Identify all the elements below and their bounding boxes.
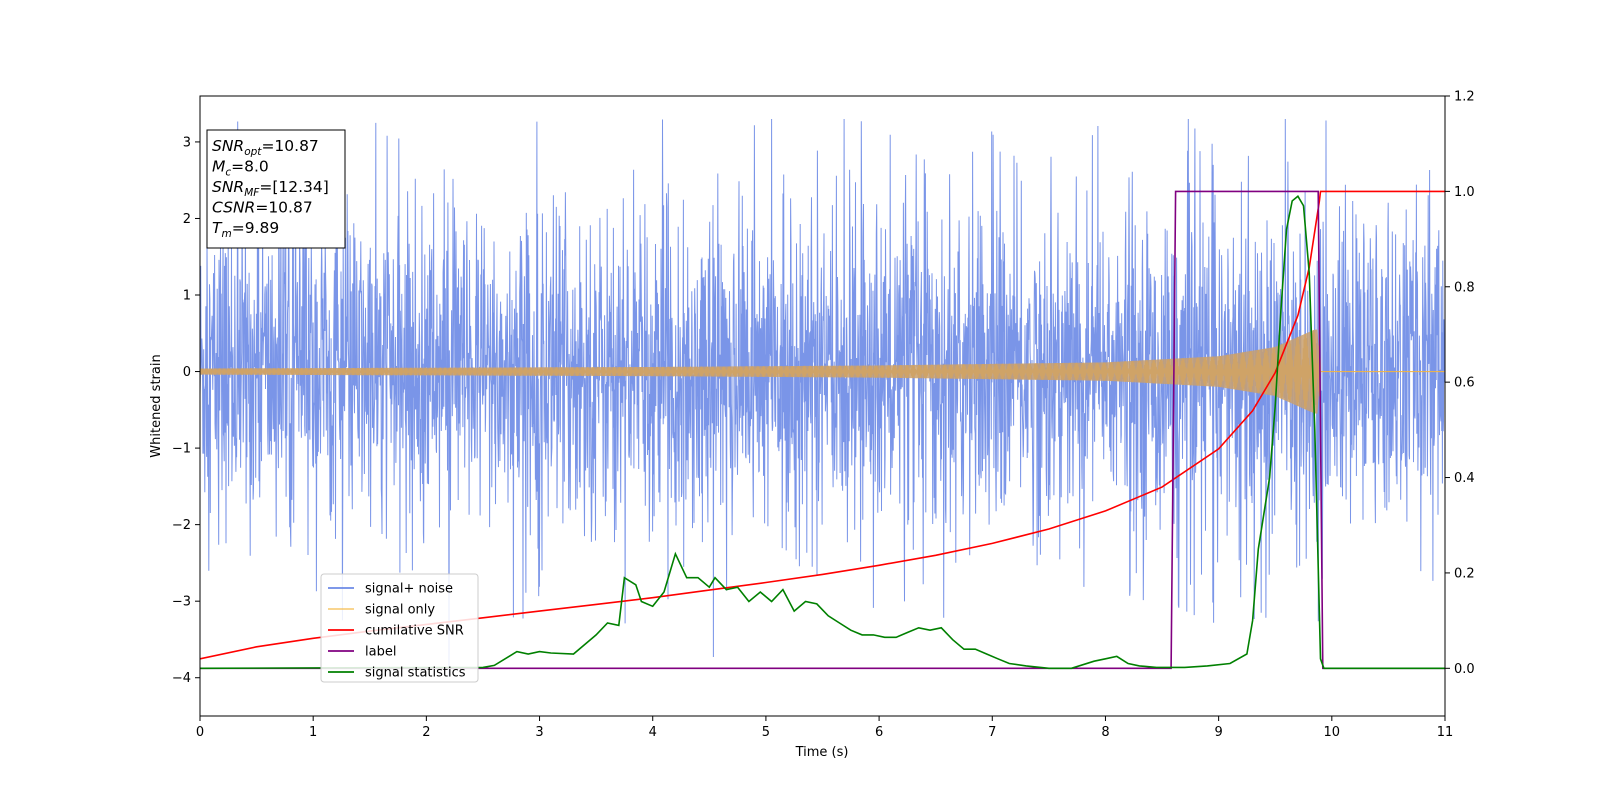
y2-tick-label: 1.0 bbox=[1454, 185, 1475, 200]
x-tick-label: 8 bbox=[1101, 725, 1109, 740]
y-tick-label: 2 bbox=[183, 212, 191, 227]
info-line: Tm=9.89 bbox=[212, 219, 279, 240]
y-tick-label: −1 bbox=[172, 442, 191, 457]
info-value: =[12.34] bbox=[259, 178, 328, 196]
x-tick-label: 11 bbox=[1437, 725, 1454, 740]
x-axis: 0 1 2 3 4 5 6 7 8 9 10 11 bbox=[196, 716, 1453, 740]
info-subscript: m bbox=[221, 228, 231, 240]
signal-only-envelope bbox=[200, 329, 1445, 414]
x-axis-label: Time (s) bbox=[795, 745, 849, 760]
y2-tick-label: 0.4 bbox=[1454, 471, 1475, 486]
x-tick-label: 3 bbox=[535, 725, 543, 740]
legend-entry-label: signal+ noise bbox=[365, 582, 453, 597]
info-subscript: opt bbox=[244, 146, 262, 158]
x-tick-label: 2 bbox=[422, 725, 430, 740]
info-subscript: c bbox=[225, 167, 231, 179]
y2-tick-label: 0.8 bbox=[1454, 280, 1475, 295]
x-tick-label: 6 bbox=[875, 725, 883, 740]
info-value: =10.87 bbox=[261, 137, 318, 155]
info-symbol: CSNR bbox=[212, 199, 255, 217]
y-axis-label: Whitened strain bbox=[149, 354, 164, 457]
info-line: CSNR=10.87 bbox=[212, 199, 313, 217]
info-symbol: SNR bbox=[212, 178, 244, 196]
y-tick-label: 1 bbox=[183, 289, 191, 304]
legend-entry-label: signal only bbox=[365, 603, 435, 618]
signal-plus-noise-line bbox=[200, 118, 1445, 677]
info-line: SNRopt=10.87 bbox=[212, 137, 319, 158]
info-line: SNRMF=[12.34] bbox=[212, 178, 329, 199]
info-value: =10.87 bbox=[255, 199, 312, 217]
legend-entry-label: label bbox=[365, 645, 396, 660]
x-tick-label: 7 bbox=[988, 725, 996, 740]
x-tick-label: 5 bbox=[762, 725, 770, 740]
legend-entry-label: cumilative SNR bbox=[365, 624, 464, 639]
y-axis-right: 0.0 0.2 0.4 0.6 0.8 1.0 1.2 bbox=[1445, 90, 1475, 677]
y2-tick-label: 1.2 bbox=[1454, 90, 1475, 105]
x-tick-label: 0 bbox=[196, 725, 204, 740]
y-tick-label: 0 bbox=[183, 365, 191, 380]
legend: signal+ noise signal only cumilative SNR la… bbox=[320, 573, 479, 683]
info-value: =9.89 bbox=[232, 219, 280, 237]
y2-tick-label: 0.0 bbox=[1454, 662, 1475, 677]
x-tick-label: 10 bbox=[1324, 725, 1341, 740]
y-axis-left: −4 −3 −2 −1 0 1 2 3 bbox=[172, 135, 200, 686]
y-tick-label: −3 bbox=[172, 595, 191, 610]
y-tick-label: 3 bbox=[183, 135, 191, 150]
x-tick-label: 4 bbox=[649, 725, 657, 740]
legend-entry-label: signal statistics bbox=[365, 666, 466, 681]
y-tick-label: −2 bbox=[172, 518, 191, 533]
y2-tick-label: 0.2 bbox=[1454, 566, 1475, 581]
info-symbol: T bbox=[212, 219, 223, 237]
parameter-info-box: SNRopt=10.87Mc=8.0SNRMF=[12.34]CSNR=10.8… bbox=[206, 129, 346, 249]
info-line: Mc=8.0 bbox=[212, 158, 269, 179]
info-subscript: MF bbox=[244, 187, 260, 199]
info-symbol: M bbox=[212, 158, 225, 176]
info-value: =8.0 bbox=[231, 158, 269, 176]
plot-frame bbox=[199, 95, 1446, 717]
x-tick-label: 1 bbox=[309, 725, 317, 740]
y-tick-label: −4 bbox=[172, 671, 191, 686]
signal-statistics-line bbox=[200, 194, 1445, 670]
x-tick-label: 9 bbox=[1214, 725, 1222, 740]
y2-tick-label: 0.6 bbox=[1454, 376, 1475, 391]
info-symbol: SNR bbox=[212, 137, 244, 155]
